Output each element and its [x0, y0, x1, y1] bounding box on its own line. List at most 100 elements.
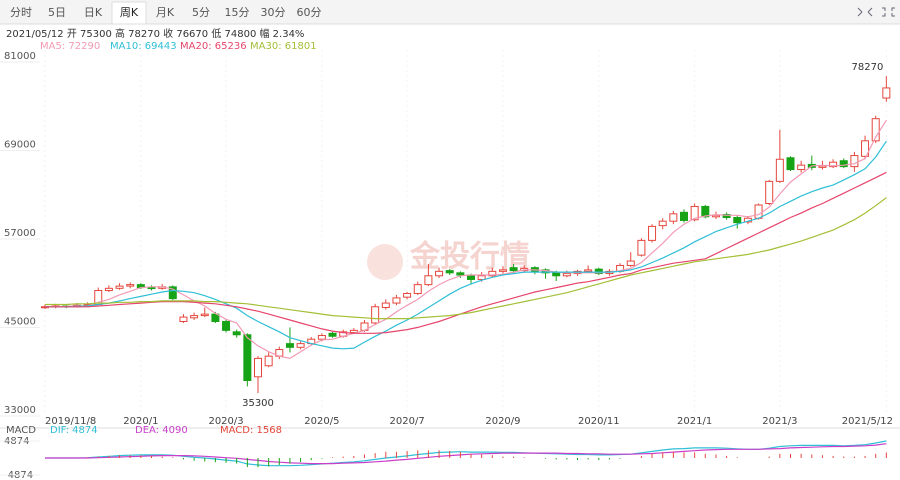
- candle-body: [690, 205, 699, 221]
- ma-line: [45, 197, 887, 320]
- candle-body: [190, 315, 199, 319]
- candle-body: [775, 158, 784, 182]
- tab[interactable]: 5日: [48, 6, 66, 19]
- candle-body: [285, 343, 294, 348]
- candle-body: [200, 313, 209, 317]
- candle-body: [637, 239, 646, 256]
- candle-body: [403, 292, 412, 298]
- low-label: 35300: [242, 398, 274, 409]
- candle-body: [797, 164, 806, 171]
- x-tick-label: 2020/7: [390, 416, 425, 427]
- candle-body: [381, 302, 390, 308]
- tab[interactable]: 15分: [225, 6, 250, 19]
- candle-body: [648, 225, 657, 241]
- y-tick-label: 57000: [4, 228, 36, 239]
- toolbar-icons[interactable]: [857, 7, 895, 17]
- watermark-logo: [367, 244, 403, 280]
- legend-entry: MA20: 65236: [180, 41, 247, 52]
- candle-body: [104, 287, 113, 292]
- macd-line: [45, 440, 887, 467]
- macd-line: [45, 443, 887, 465]
- candle-body: [871, 118, 880, 142]
- y-tick-label: 69000: [4, 140, 36, 151]
- candle-body: [509, 267, 518, 272]
- candle-body: [765, 180, 774, 204]
- candle-body: [786, 157, 795, 171]
- tab[interactable]: 30分: [261, 6, 286, 19]
- candle-body: [424, 275, 433, 286]
- candle-body: [243, 334, 252, 381]
- x-tick-label: 2019/11/8: [45, 416, 96, 427]
- legend-entry: MA5: 72290: [40, 41, 100, 52]
- candle-body: [317, 335, 326, 340]
- candle-body: [211, 313, 220, 322]
- tab-bar: [0, 0, 900, 24]
- ma-line: [45, 119, 887, 360]
- candle-body: [296, 343, 305, 348]
- tab[interactable]: 5分: [192, 6, 210, 19]
- ma-line: [45, 140, 887, 350]
- candle-body: [222, 321, 231, 331]
- legend-entry: DIF: 4874: [50, 425, 98, 436]
- candle-body: [733, 217, 742, 224]
- collapse-icon[interactable]: [857, 7, 873, 17]
- candle-body: [413, 284, 422, 294]
- candle-body: [552, 272, 561, 277]
- x-tick-label: 2021/5/12: [842, 416, 893, 427]
- candle-body: [254, 357, 262, 378]
- tab[interactable]: 60分: [297, 6, 322, 19]
- candle-body: [488, 270, 497, 277]
- candle-body: [126, 284, 135, 287]
- candle-body: [594, 268, 603, 275]
- legend-entry: DEA: 4090: [135, 425, 188, 436]
- candle-body: [232, 331, 241, 336]
- candle-body: [498, 269, 507, 272]
- candle-body: [584, 269, 593, 272]
- candle-body: [680, 211, 688, 221]
- high-label: 78270: [852, 62, 884, 73]
- candle-body: [711, 214, 720, 218]
- x-tick-label: 2020/5: [304, 416, 339, 427]
- candle-body: [658, 220, 667, 227]
- y-tick-label: 81000: [4, 51, 36, 62]
- expand-icon[interactable]: [882, 7, 895, 17]
- candle-body: [861, 140, 870, 157]
- tab[interactable]: 日K: [84, 6, 103, 19]
- candle-body: [371, 306, 380, 324]
- x-tick-label: 2021/1: [677, 416, 712, 427]
- x-tick-label: 2021/3: [762, 416, 797, 427]
- candle-body: [168, 286, 177, 300]
- x-tick-label: 2020/1: [123, 416, 158, 427]
- legend-entry: MA30: 61801: [250, 41, 317, 52]
- candle-body: [562, 273, 571, 277]
- candle-body: [701, 205, 710, 218]
- ma-line: [45, 171, 887, 334]
- tab[interactable]: 周K: [120, 6, 139, 19]
- tab-active-bg: [111, 1, 147, 25]
- candle-body: [435, 270, 444, 277]
- tab[interactable]: 分时: [10, 6, 32, 19]
- candle-body: [477, 275, 486, 280]
- candle-body: [179, 316, 188, 323]
- header-info: 2021/05/12 开 75300 高 78270 收 76670 低 748…: [6, 27, 304, 40]
- y-tick-label: 33000: [4, 405, 36, 416]
- candle-body: [850, 155, 859, 168]
- candle-body: [882, 87, 891, 99]
- tab[interactable]: 月K: [156, 6, 175, 19]
- candle-body: [349, 329, 358, 334]
- candle-body: [456, 272, 465, 276]
- candle-body: [115, 285, 124, 289]
- candle-body: [147, 287, 156, 290]
- x-tick-label: 2020/11: [578, 416, 620, 427]
- legend-entry: MACD: 1568: [220, 425, 282, 436]
- x-tick-label: 2020/3: [208, 416, 243, 427]
- candle-body: [829, 161, 838, 168]
- candle-body: [392, 297, 401, 304]
- candle-body: [839, 160, 848, 168]
- candle-body: [754, 204, 763, 219]
- macd-title: MACD: [6, 425, 36, 436]
- candle-body: [328, 332, 337, 337]
- candle-body: [669, 213, 678, 222]
